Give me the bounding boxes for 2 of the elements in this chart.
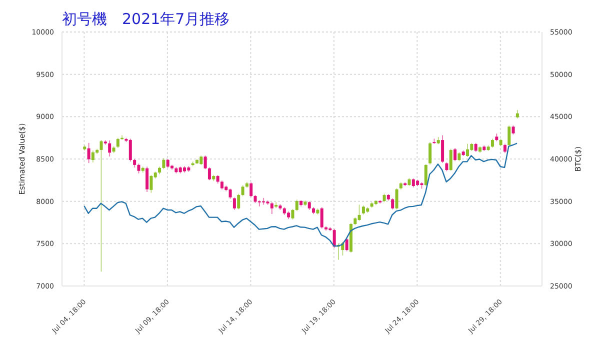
chart-title: 初号機 2021年7月推移 — [62, 10, 230, 29]
candlestick — [432, 138, 436, 144]
